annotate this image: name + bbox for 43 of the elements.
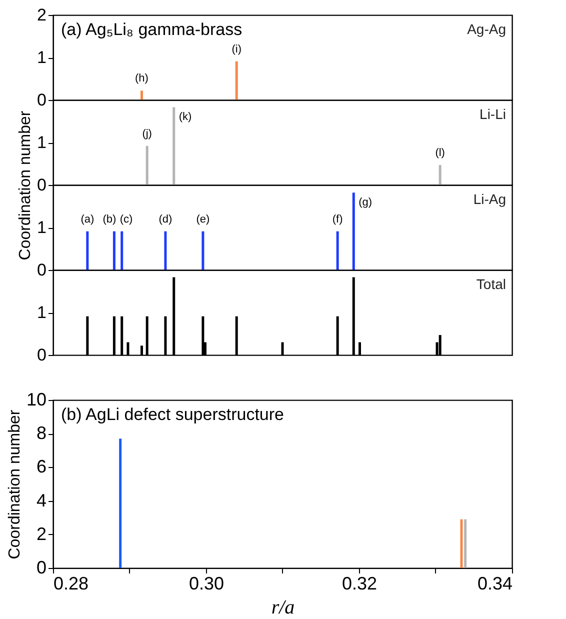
bar: [438, 165, 442, 185]
annotation: (d): [158, 213, 172, 226]
annotation: (g): [358, 196, 372, 209]
y-tick-label: 1: [37, 218, 46, 237]
x-tick-label: 0.30: [188, 574, 224, 594]
annotation: (j): [142, 128, 152, 140]
text: Ag-Ag: [467, 21, 506, 37]
annotation: (i): [232, 43, 242, 56]
annotation: (h): [135, 72, 148, 85]
y-axis-title: Coordination number: [17, 110, 34, 260]
annotation: (f): [332, 213, 343, 226]
bar: [172, 107, 176, 185]
y-tick-label: 0: [37, 260, 46, 280]
y-tick-label: 2: [37, 6, 46, 24]
text: Li-Ag: [473, 191, 506, 207]
bar: [146, 146, 148, 185]
y-tick-label: 4: [36, 490, 46, 510]
x-tick-label: 0.34: [477, 574, 512, 594]
chart-title: (b) AgLi defect superstructure: [61, 405, 284, 424]
y-tick-label: 1: [37, 48, 46, 67]
annotation: (a): [80, 213, 94, 226]
x-tick-label: 0.28: [54, 574, 89, 594]
y-tick-label: 2: [36, 524, 46, 544]
y-tick-label: 8: [36, 423, 46, 444]
x-axis-title: r/a: [271, 596, 295, 618]
y-tick-label: 0: [37, 346, 46, 364]
y-tick-label: 10: [26, 390, 46, 410]
y-tick-label: 6: [36, 456, 46, 477]
annotation: (l): [435, 147, 445, 160]
y-tick-label: 0: [37, 90, 46, 110]
text: Total: [476, 276, 506, 292]
y-axis-title: Coordination number: [6, 409, 24, 560]
y-tick-label: 0: [37, 176, 46, 194]
y-tick-label: 1: [37, 133, 46, 152]
annotation: (k): [178, 111, 192, 124]
annotation: (e): [196, 213, 210, 226]
y-tick-label: 0: [36, 558, 46, 578]
text: Li-Li: [480, 106, 506, 122]
annotation: (b): [102, 213, 116, 226]
annotation: (c): [120, 213, 133, 226]
y-tick-label: 1: [37, 303, 46, 322]
x-tick-label: 0.32: [342, 574, 378, 594]
chart-title: (a) Ag₅Li₈ gamma-brass: [61, 20, 242, 39]
